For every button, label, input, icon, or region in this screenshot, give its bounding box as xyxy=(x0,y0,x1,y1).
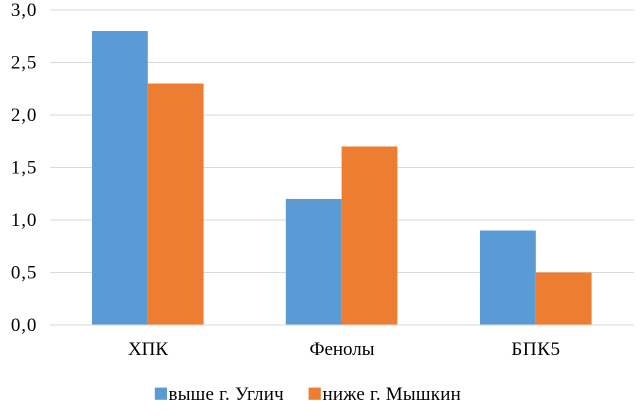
svg-text:выше г. Углич: выше г. Углич xyxy=(169,384,285,405)
svg-text:3,0: 3,0 xyxy=(11,0,37,21)
svg-text:БПК5: БПК5 xyxy=(511,339,560,360)
svg-text:1,5: 1,5 xyxy=(11,158,37,179)
svg-text:0,5: 0,5 xyxy=(11,263,37,284)
svg-text:2,5: 2,5 xyxy=(11,53,37,74)
svg-text:1,0: 1,0 xyxy=(11,210,37,231)
svg-text:2,0: 2,0 xyxy=(11,105,37,126)
svg-text:ниже г. Мышкин: ниже г. Мышкин xyxy=(323,384,461,405)
svg-text:Фенолы: Фенолы xyxy=(309,339,374,360)
svg-text:ХПК: ХПК xyxy=(128,339,168,360)
svg-text:0,0: 0,0 xyxy=(11,315,37,336)
